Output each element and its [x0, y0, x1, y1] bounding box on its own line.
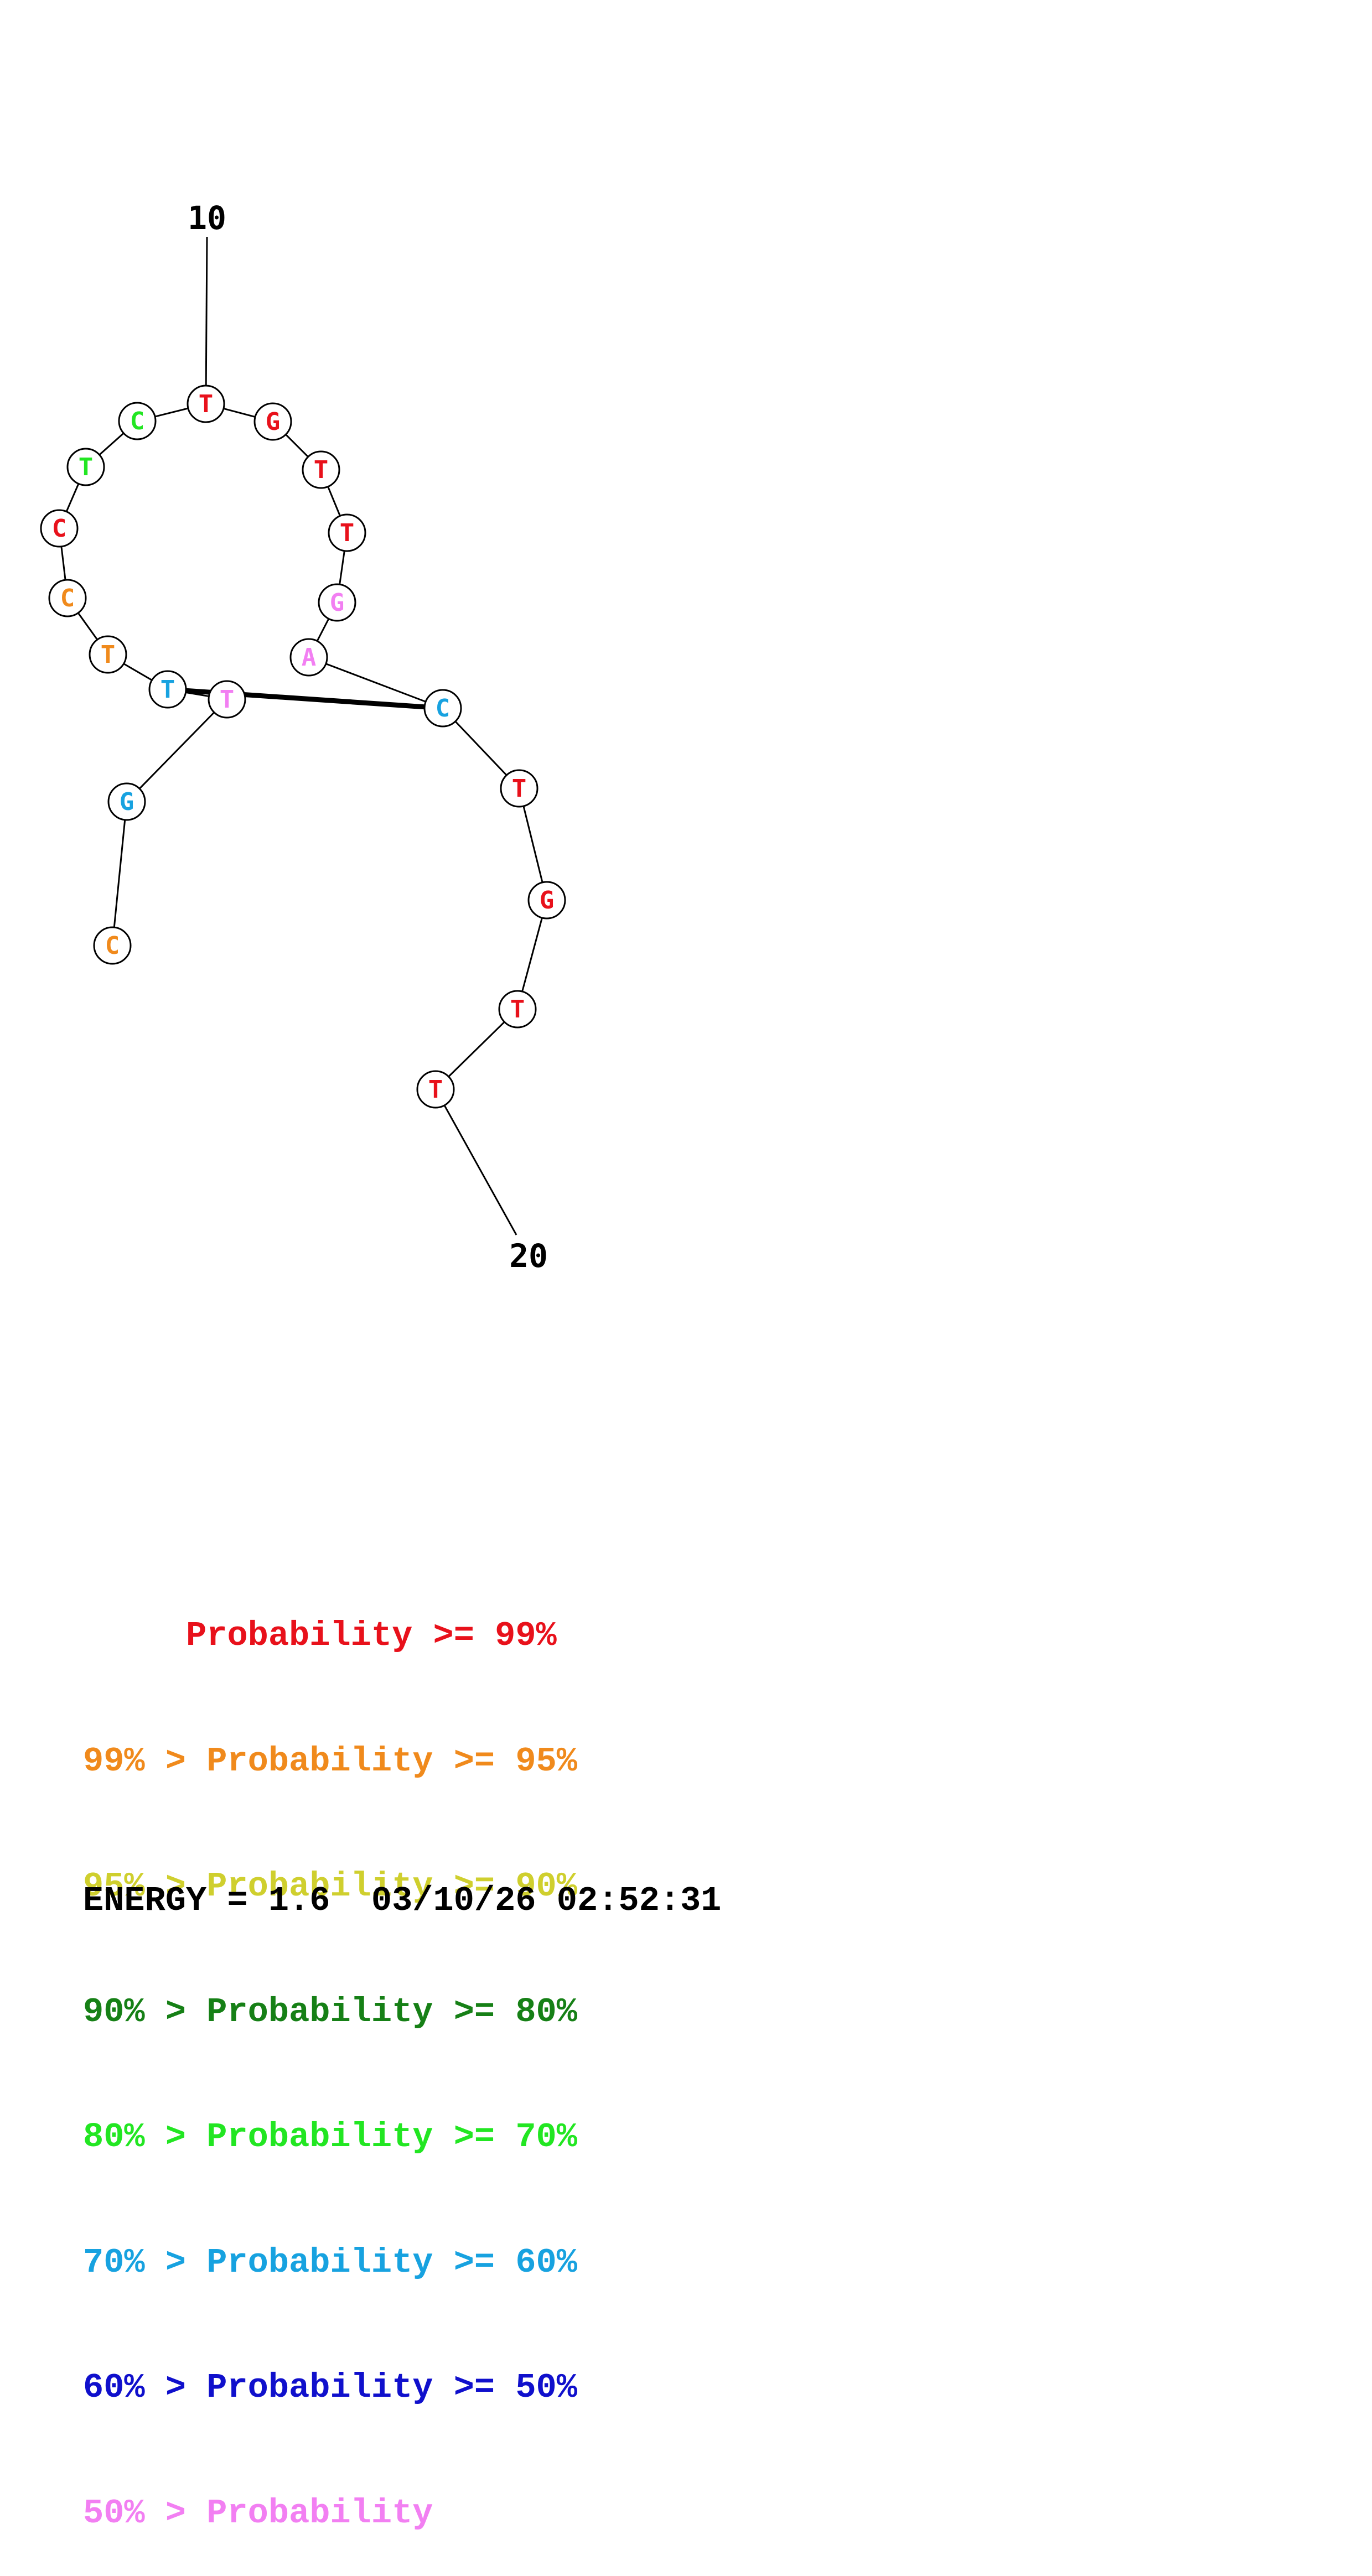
legend-row-p90: 95% > Probability >= 90%: [83, 1867, 577, 1906]
nucleotide-C: C: [40, 509, 79, 548]
nucleotide-T: T: [187, 385, 225, 423]
nucleotide-circle: [118, 402, 157, 440]
nucleotide-letter: T: [220, 685, 235, 714]
nucleotide-G: G: [527, 881, 566, 920]
nucleotide-C: C: [423, 689, 462, 728]
nucleotide-letter: G: [266, 408, 281, 436]
nucleotide-letter: C: [60, 584, 75, 612]
nucleotide-circle: [498, 990, 537, 1029]
nucleotide-letter: C: [52, 515, 67, 543]
nucleotide-circle: [107, 782, 146, 821]
legend-row-p70: 80% > Probability >= 70%: [83, 2117, 577, 2157]
nucleotide-circle: [66, 448, 105, 486]
nucleotide-circle: [253, 402, 292, 441]
nucleotide-circle: [208, 680, 246, 719]
nucleotide-circle: [187, 385, 225, 423]
nucleotide-circle: [148, 670, 187, 709]
nucleotide-letter: T: [79, 453, 94, 481]
nucleotide-T: T: [302, 450, 340, 489]
nucleotide-circle: [416, 1070, 455, 1109]
nucleotide-circle: [302, 450, 340, 489]
nucleotide-circle: [318, 583, 356, 622]
tail-line-end: [434, 1089, 517, 1235]
legend-row-p50: 60% > Probability >= 50%: [83, 2368, 577, 2407]
nucleotide-letter: T: [510, 995, 525, 1024]
nucleotide-T: T: [148, 670, 187, 709]
nucleotide-T: T: [66, 448, 105, 486]
nucleotide-G: G: [318, 583, 356, 622]
position-label-20: 20: [509, 1237, 548, 1275]
nucleotide-letter: G: [330, 589, 345, 617]
tail-line-start: [205, 236, 208, 404]
nucleotide-letter: G: [120, 788, 134, 816]
nucleotide-T: T: [328, 513, 366, 552]
nucleotide-C: C: [118, 402, 157, 440]
nucleotide-circle: [40, 509, 79, 548]
nucleotide-circle: [289, 638, 328, 677]
nucleotide-letter: T: [199, 390, 214, 418]
nucleotide-circle: [423, 689, 462, 728]
nucleotide-letter: C: [130, 407, 145, 435]
nucleotide-letter: T: [512, 775, 527, 803]
nucleotide-letter: G: [540, 886, 555, 915]
nucleotide-letter: T: [101, 641, 116, 669]
backbone-segment: [126, 698, 228, 803]
nucleotide-letter: A: [302, 643, 317, 672]
nucleotide-T: T: [498, 990, 537, 1029]
nucleotide-circle: [89, 635, 127, 674]
nucleotide-C: C: [93, 926, 132, 965]
nucleotide-circle: [48, 579, 87, 617]
nucleotide-C: C: [48, 579, 87, 617]
legend-row-p99: Probability >= 99%: [83, 1616, 557, 1655]
nucleotide-T: T: [89, 635, 127, 674]
nucleotide-circle: [328, 513, 366, 552]
legend-row-p60: 70% > Probability >= 60%: [83, 2242, 577, 2282]
backbone-segment: [111, 801, 128, 946]
nucleotide-T: T: [416, 1070, 455, 1109]
nucleotide-circle: [93, 926, 132, 965]
nucleotide-letter: T: [314, 456, 329, 484]
nucleotide-T: T: [500, 769, 539, 808]
energy-footer: ENERGY = 1.6 03/10/26 02:52:31: [83, 1881, 722, 1920]
position-label-10: 10: [188, 199, 226, 237]
nucleotide-letter: T: [428, 1076, 443, 1104]
legend-row-plow: 50% > Probability: [83, 2493, 433, 2533]
nucleotide-letter: C: [436, 694, 451, 723]
nucleotide-circle: [527, 881, 566, 920]
nucleotide-G: G: [253, 402, 292, 441]
nucleotide-letter: C: [105, 932, 120, 960]
legend-row-p95: 99% > Probability >= 95%: [83, 1741, 577, 1781]
nucleotide-letter: T: [161, 676, 175, 704]
backbone-segment: [518, 788, 548, 901]
backbone-lines: [58, 236, 548, 1235]
nucleotide-circle: [500, 769, 539, 808]
backbone-segment: [434, 1008, 519, 1090]
nucleotide-T: T: [208, 680, 246, 719]
nucleotide-A: A: [289, 638, 328, 677]
legend-row-p80: 90% > Probability >= 80%: [83, 1992, 577, 2032]
nucleotide-G: G: [107, 782, 146, 821]
probability-legend: Probability >= 99% 99% > Probability >= …: [83, 1531, 577, 2576]
backbone-segment: [308, 656, 443, 709]
nucleotide-letter: T: [340, 519, 355, 547]
